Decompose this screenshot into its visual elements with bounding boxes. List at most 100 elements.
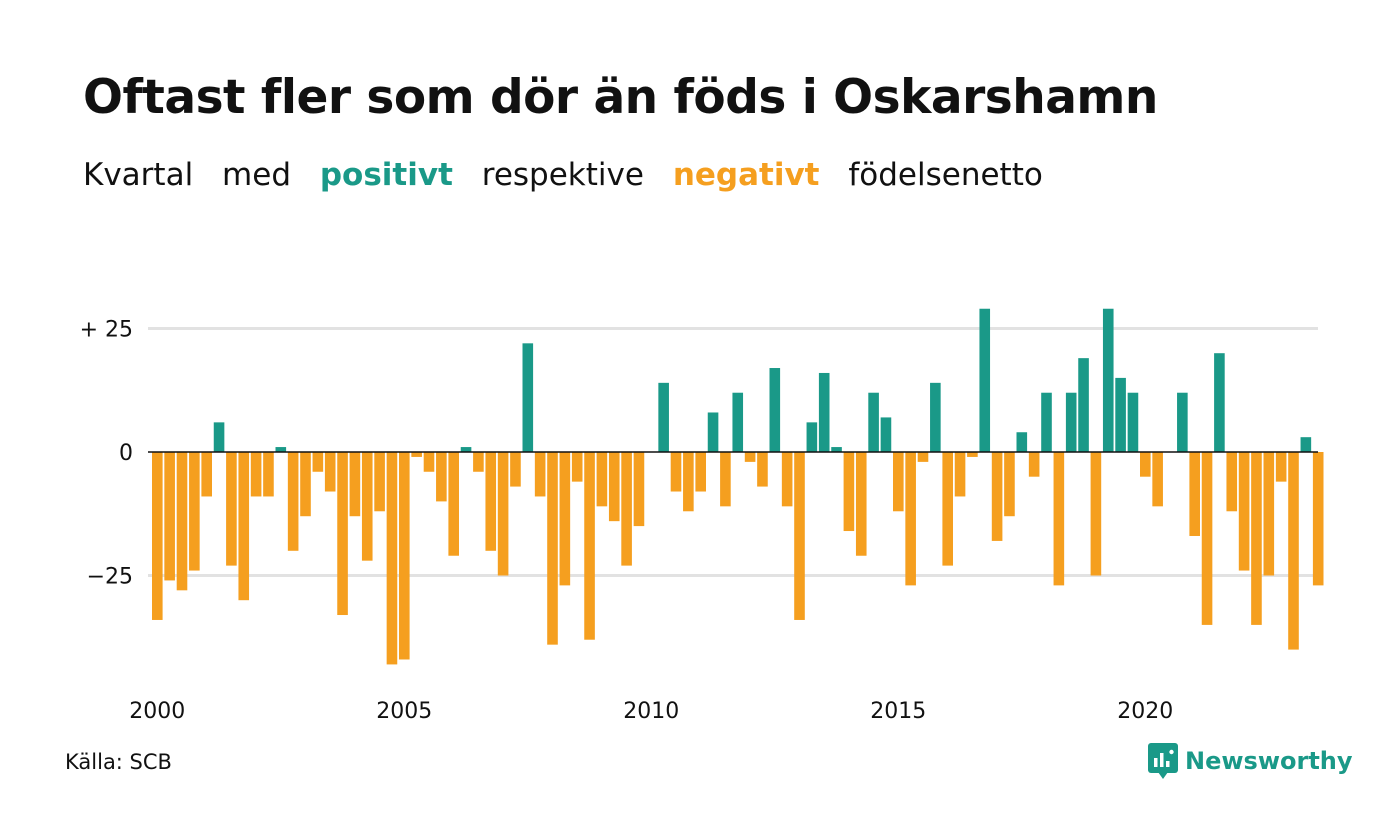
bar-negative — [683, 452, 694, 512]
subtitle-word-respektive: respektive — [481, 157, 644, 193]
bar-positive — [930, 382, 941, 452]
bar-positive — [818, 372, 830, 452]
chart-title: Oftast fler som dör än föds i Oskarshamn — [83, 70, 1158, 125]
bar-negative — [1090, 452, 1102, 576]
bar-negative — [954, 452, 966, 497]
bar-negative — [608, 452, 620, 522]
subtitle-word-med: med — [222, 157, 291, 193]
bar-negative — [189, 452, 200, 571]
bar-positive — [979, 308, 991, 452]
brand-logo: Newsworthy — [1148, 743, 1353, 779]
bar-negative — [967, 452, 978, 457]
bar-positive — [1065, 392, 1077, 452]
bar-positive — [1115, 377, 1126, 452]
bar-negative — [497, 452, 509, 576]
bar-negative — [1189, 452, 1200, 536]
bar-negative — [1004, 452, 1015, 517]
bar-positive — [213, 422, 225, 452]
bar-negative — [1152, 452, 1163, 507]
bar-positive — [522, 343, 534, 452]
bar-negative — [534, 452, 546, 497]
bar-negative — [1201, 452, 1213, 625]
bar-negative — [337, 452, 348, 616]
bar-negative — [905, 452, 916, 586]
bar-negative — [670, 452, 682, 492]
bar-positive — [460, 447, 472, 452]
bar-negative — [781, 452, 793, 507]
bar-negative — [423, 452, 435, 472]
subtitle-word-fodelsenetto: födelsenetto — [848, 157, 1043, 193]
bar-negative — [448, 452, 459, 556]
bar-negative — [1238, 452, 1250, 571]
bar-negative — [843, 452, 855, 532]
x-tick-label: 2020 — [1117, 699, 1173, 724]
bar-positive — [275, 447, 287, 452]
x-tick-label: 2005 — [376, 699, 432, 724]
subtitle-negative-label: negativt — [672, 157, 820, 193]
bar-positive — [880, 417, 892, 452]
x-tick-label: 2010 — [623, 699, 679, 724]
bar-negative — [312, 452, 324, 472]
bar-negative — [917, 452, 929, 462]
bar-negative — [794, 452, 805, 620]
bar-negative — [744, 452, 756, 462]
bar-negative — [942, 452, 953, 566]
bar-negative — [349, 452, 361, 517]
bar-negative — [559, 452, 571, 586]
bar-negative — [1312, 452, 1324, 586]
bar-negative — [386, 452, 398, 665]
bar-positive — [868, 392, 879, 452]
bar-positive — [769, 368, 781, 452]
bar-negative — [1140, 452, 1151, 477]
bar-negative — [633, 452, 645, 527]
bar-negative — [1263, 452, 1275, 576]
bar-negative — [485, 452, 497, 551]
bar-negative — [374, 452, 385, 512]
bar-negative — [152, 452, 163, 620]
bar-negative — [510, 452, 521, 487]
axis-labels: + 25 0 −25 2000 2005 2010 2015 2020 — [80, 318, 1174, 725]
y-tick-label: 0 — [119, 441, 133, 466]
bar-negative — [436, 452, 447, 502]
bar-negative — [855, 452, 867, 556]
bar-negative — [1028, 452, 1040, 477]
subtitle-positive-label: positivt — [319, 157, 453, 193]
bars — [148, 308, 1324, 665]
bar-negative — [226, 452, 237, 566]
bar-negative — [473, 452, 484, 472]
bar-positive — [1214, 353, 1225, 452]
bar-negative — [547, 452, 558, 645]
bar-positive — [707, 412, 719, 452]
bar-negative — [164, 452, 175, 581]
bar-negative — [991, 452, 1003, 541]
subtitle-word-kvartal: Kvartal — [83, 157, 194, 193]
bar-positive — [1102, 308, 1114, 452]
bar-negative — [324, 452, 336, 492]
bar-negative — [621, 452, 632, 566]
bar-positive — [1177, 392, 1188, 452]
bar-positive — [1300, 437, 1312, 452]
y-tick-label: −25 — [87, 565, 133, 590]
bar-negative — [893, 452, 904, 512]
bar-positive — [1127, 392, 1139, 452]
bar-negative — [1053, 452, 1065, 586]
bar-negative — [361, 452, 373, 561]
bar-negative — [720, 452, 731, 507]
y-tick-label: + 25 — [80, 318, 133, 343]
bar-negative — [596, 452, 608, 507]
source-note: Källa: SCB — [65, 750, 172, 774]
bar-negative — [201, 452, 212, 497]
bar-positive — [732, 392, 744, 452]
x-tick-label: 2000 — [129, 699, 185, 724]
bar-negative — [1251, 452, 1262, 625]
bar-negative — [695, 452, 706, 492]
bar-negative — [571, 452, 583, 482]
bar-negative — [300, 452, 311, 517]
bar-positive — [658, 382, 669, 452]
brand-name: Newsworthy — [1185, 747, 1353, 775]
bar-negative — [411, 452, 422, 457]
bar-positive — [831, 447, 842, 452]
bar-negative — [399, 452, 410, 660]
bar-positive — [1041, 392, 1052, 452]
